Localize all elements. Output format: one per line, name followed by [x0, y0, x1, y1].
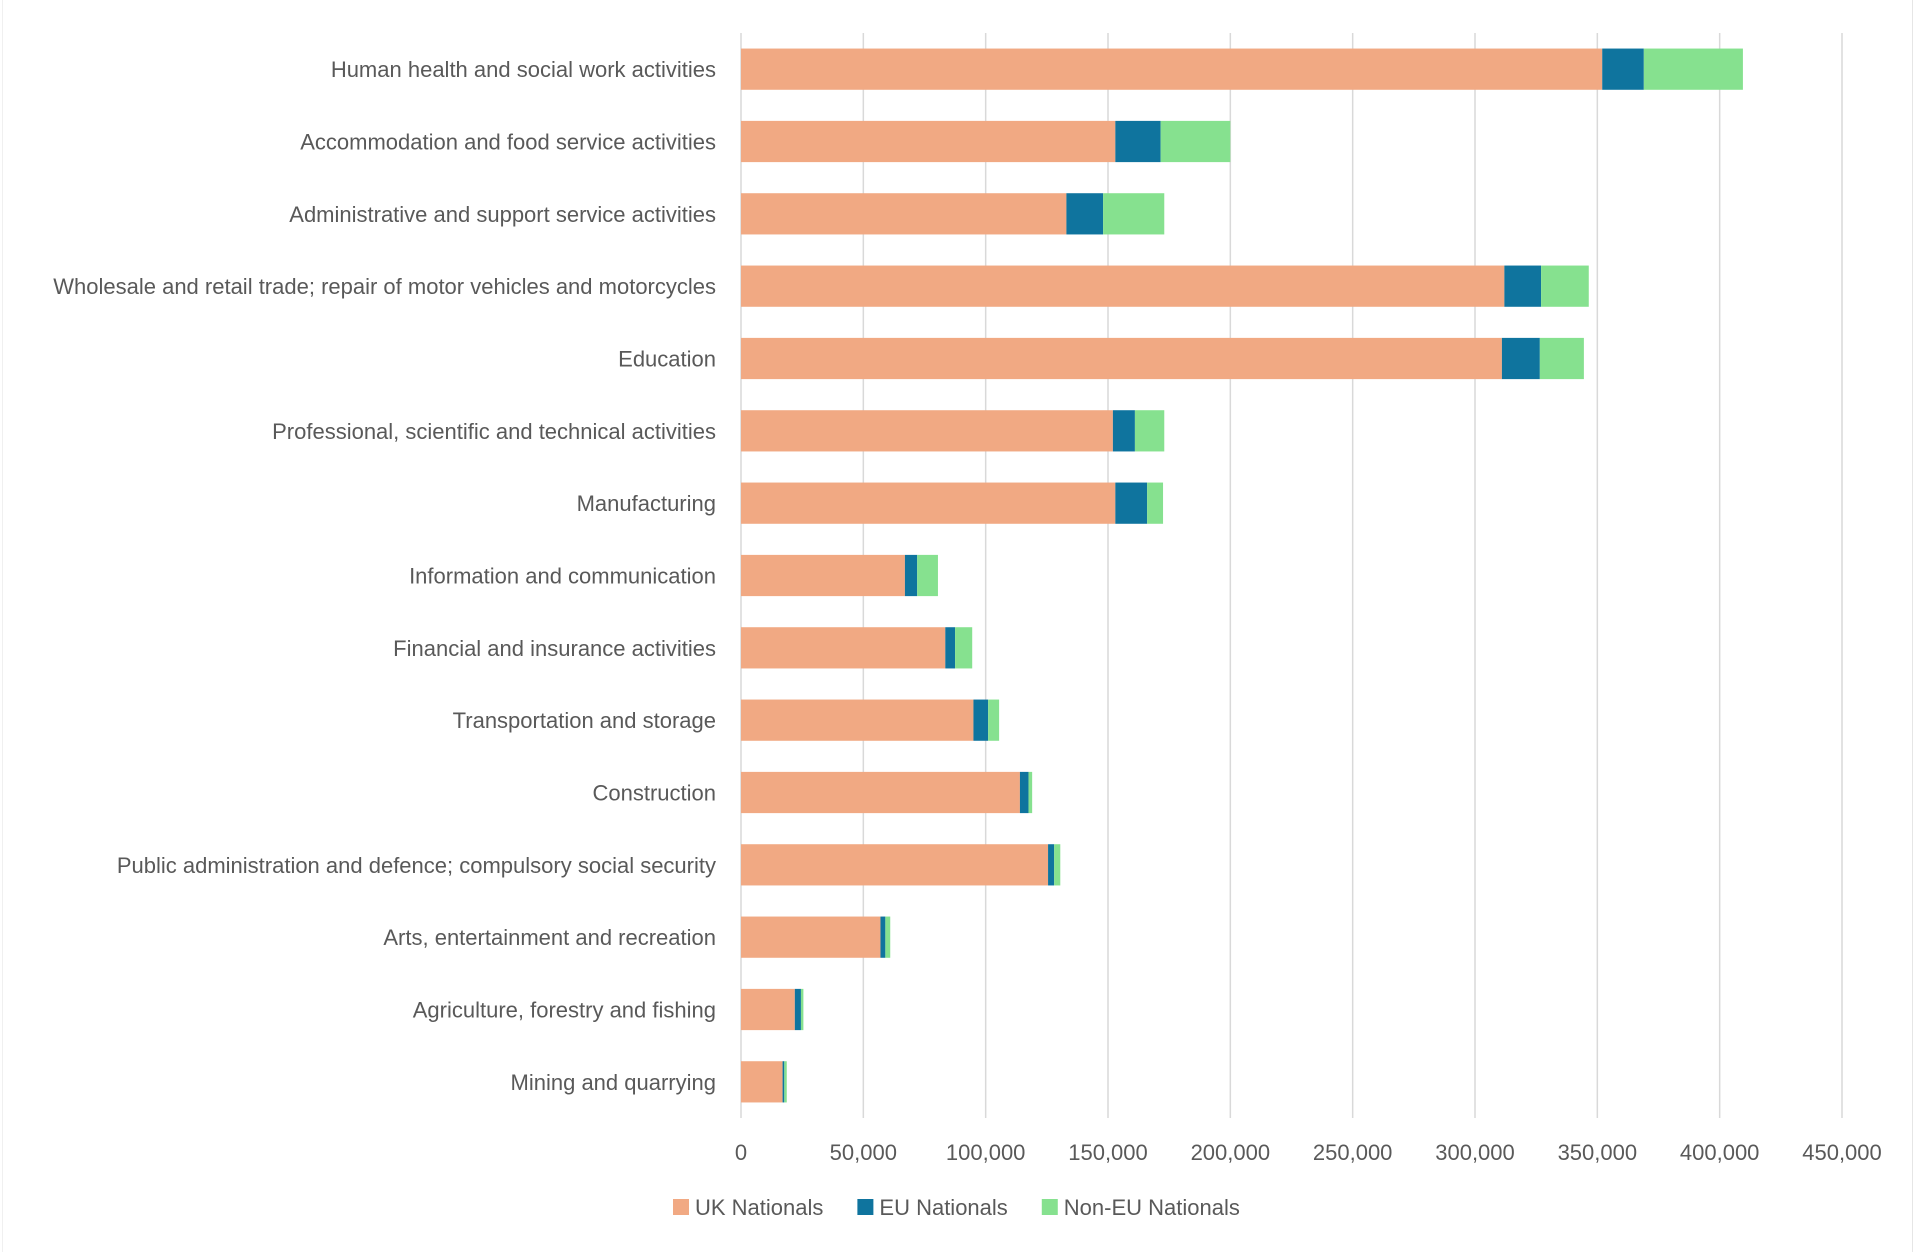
bar-segment-eu-nationals: [1602, 48, 1644, 90]
x-tick-label: 0: [735, 1140, 747, 1165]
bar-segment-uk-nationals: [741, 482, 1116, 524]
bar-segment-non-eu-nationals: [1103, 193, 1165, 235]
x-tick-label: 350,000: [1558, 1140, 1638, 1165]
bar-segment-non-eu-nationals: [1134, 410, 1165, 452]
bar-segment-uk-nationals: [741, 771, 1020, 814]
bar-segment-eu-nationals: [945, 627, 956, 669]
bar-segment-uk-nationals: [741, 988, 795, 1031]
bar-segment-uk-nationals: [741, 844, 1049, 886]
category-label: Manufacturing: [577, 491, 716, 516]
x-tick-label: 100,000: [946, 1140, 1026, 1165]
legend-swatch: [673, 1199, 689, 1215]
bar-segment-non-eu-nationals: [1147, 482, 1164, 524]
category-label: Arts, entertainment and recreation: [383, 925, 716, 950]
category-labels: Human health and social work activities A…: [53, 57, 716, 1095]
bar-segment-uk-nationals: [741, 1061, 783, 1103]
x-tick-label: 250,000: [1313, 1140, 1393, 1165]
legend-label: UK Nationals: [695, 1195, 823, 1220]
bar-segment-uk-nationals: [741, 265, 1505, 307]
x-tick-label: 50,000: [830, 1140, 897, 1165]
bar-segment-eu-nationals: [1501, 337, 1540, 380]
bar-segment-non-eu-nationals: [1028, 771, 1033, 814]
bar-segment-uk-nationals: [741, 554, 905, 597]
category-label: Mining and quarrying: [511, 1070, 716, 1095]
legend-swatch: [1041, 1199, 1058, 1215]
bar-segment-non-eu-nationals: [1160, 120, 1231, 163]
legend-item: EU Nationals: [857, 1195, 1008, 1220]
bar-segment-eu-nationals: [1115, 120, 1161, 163]
category-label: Agriculture, forestry and fishing: [413, 998, 716, 1023]
bar-segment-uk-nationals: [741, 410, 1113, 452]
category-label: Public administration and defence; compu…: [117, 853, 716, 878]
bar-segment-non-eu-nationals: [917, 554, 938, 597]
bar-segment-eu-nationals: [1112, 410, 1135, 452]
x-tick-label: 300,000: [1435, 1140, 1515, 1165]
bar-segment-non-eu-nationals: [1541, 265, 1589, 307]
bar-segment-non-eu-nationals: [1539, 337, 1584, 380]
bar-segment-eu-nationals: [1066, 193, 1104, 235]
bar-segment-uk-nationals: [741, 193, 1067, 235]
bar-segment-eu-nationals: [782, 1061, 785, 1103]
bars: [741, 48, 1743, 1103]
bar-segment-non-eu-nationals: [988, 699, 1000, 741]
bar-segment-non-eu-nationals: [784, 1061, 787, 1103]
category-label: Professional, scientific and technical a…: [272, 419, 716, 444]
x-tick-label: 150,000: [1068, 1140, 1148, 1165]
category-label: Human health and social work activities: [331, 57, 716, 82]
bar-segment-uk-nationals: [741, 337, 1502, 380]
bar-segment-uk-nationals: [741, 48, 1603, 90]
bar-segment-uk-nationals: [741, 120, 1116, 163]
bar-segment-eu-nationals: [904, 554, 918, 597]
category-label: Construction: [592, 781, 716, 806]
x-tick-label: 400,000: [1680, 1140, 1760, 1165]
bar-segment-eu-nationals: [880, 916, 886, 958]
bar-segment-non-eu-nationals: [885, 916, 891, 958]
legend-item: Non-EU Nationals: [1041, 1195, 1240, 1220]
bar-segment-eu-nationals: [794, 988, 801, 1031]
legend-label: EU Nationals: [879, 1195, 1007, 1220]
bar-segment-uk-nationals: [741, 627, 946, 669]
legend-swatch: [857, 1199, 874, 1215]
bar-segment-uk-nationals: [741, 916, 881, 958]
bar-segment-eu-nationals: [973, 699, 989, 741]
legend: UK Nationals EU Nationals Non-EU Nationals: [673, 1195, 1240, 1220]
category-label: Transportation and storage: [453, 708, 716, 733]
bar-segment-uk-nationals: [741, 699, 974, 741]
bar-segment-non-eu-nationals: [1054, 844, 1061, 886]
bar-segment-eu-nationals: [1115, 482, 1148, 524]
category-label: Accommodation and food service activitie…: [300, 130, 716, 155]
x-axis-tick-labels: 0 50,000 100,000 150,000 200,000 250,000 300,0…: [735, 1140, 1882, 1165]
category-label: Information and communication: [409, 564, 716, 589]
category-label: Administrative and support service activ…: [289, 202, 716, 227]
category-label: Education: [618, 347, 716, 372]
bar-segment-non-eu-nationals: [1643, 48, 1743, 90]
legend-item: UK Nationals: [673, 1195, 823, 1220]
category-label: Wholesale and retail trade; repair of mo…: [53, 274, 716, 299]
bar-segment-eu-nationals: [1048, 844, 1055, 886]
x-tick-label: 200,000: [1191, 1140, 1271, 1165]
x-tick-label: 450,000: [1802, 1140, 1882, 1165]
bar-segment-eu-nationals: [1504, 265, 1542, 307]
bar-segment-non-eu-nationals: [955, 627, 973, 669]
bar-segment-eu-nationals: [1019, 771, 1029, 814]
legend-label: Non-EU Nationals: [1064, 1195, 1240, 1220]
bar-segment-non-eu-nationals: [800, 988, 804, 1031]
category-label: Financial and insurance activities: [393, 636, 716, 661]
